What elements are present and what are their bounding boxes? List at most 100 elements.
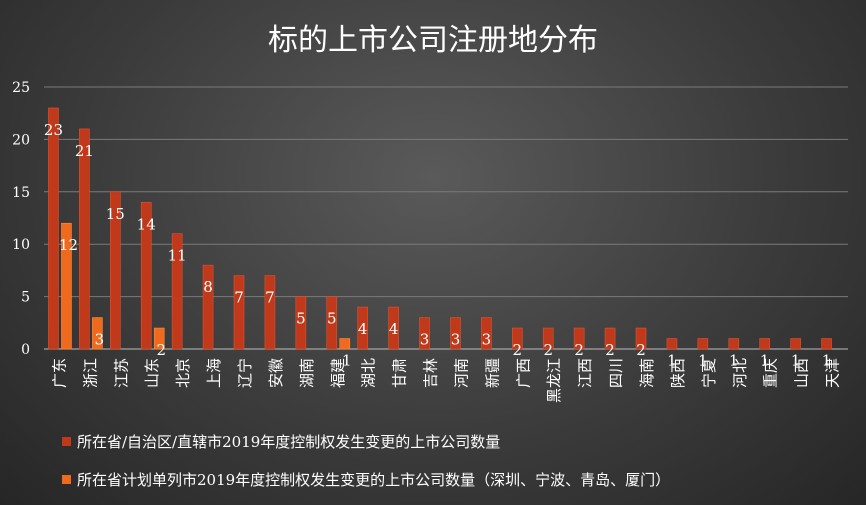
data-label-series1: 2 (574, 341, 584, 359)
data-label-series1: 7 (265, 289, 275, 307)
data-label-series1: 3 (420, 331, 430, 349)
bar-series1-江西 (573, 327, 585, 350)
bar-series1-福建 (326, 296, 338, 350)
data-label-series1: 3 (451, 331, 461, 349)
bar-series1-安徽 (264, 275, 276, 350)
data-label-series1: 2 (513, 341, 523, 359)
data-label-series1: 4 (358, 320, 368, 338)
bar-series2-山东 (153, 327, 165, 350)
chart-title: 标的上市公司注册地分布 (268, 23, 598, 58)
bar-series1-河南 (450, 317, 461, 350)
x-tick-label: 广西 (514, 358, 532, 388)
bar-series1-北京 (171, 233, 183, 350)
x-tick-label: 甘肃 (391, 358, 409, 388)
x-tick-label: 浙江 (81, 358, 99, 388)
x-tick-label: 北京 (174, 358, 192, 388)
data-label-series1: 1 (760, 352, 770, 370)
bar-series1-辽宁 (233, 275, 245, 350)
bar-series1-宁夏 (697, 338, 709, 350)
x-tick-label: 新疆 (483, 358, 501, 388)
y-tick-label: 25 (12, 80, 30, 96)
data-label-series1: 1 (729, 352, 739, 370)
data-label-series1: 1 (791, 352, 801, 370)
bar-series2-福建 (339, 338, 351, 350)
data-label-series1: 8 (203, 278, 213, 296)
x-tick-label: 安徽 (267, 358, 285, 388)
data-label-series1: 1 (667, 352, 677, 370)
legend-item-2: 所在省计划单列市2019年度控制权发生变更的上市公司数量（深圳、宁波、青岛、厦门… (62, 469, 862, 490)
bar-series1-广东 (48, 107, 59, 350)
y-tick-label: 5 (21, 290, 30, 306)
data-label-series1: 4 (389, 320, 399, 338)
y-tick-label: 15 (12, 185, 30, 201)
bar-series2-广东 (61, 222, 72, 350)
bar-series1-吉林 (419, 317, 430, 350)
y-tick-label: 0 (21, 342, 30, 358)
bar-series1-山东 (140, 201, 152, 350)
data-label-series1: 21 (75, 142, 94, 160)
x-tick-label: 海南 (638, 358, 656, 388)
x-axis: 广东 浙江 江苏 山东 北京 上海 辽宁 安徽 湖南 福建 湖北 甘肃 吉林 河南 新疆 广西 黑龙江 江西 四川海… (50, 358, 841, 403)
bar-series1-江苏 (110, 191, 121, 350)
x-tick-label: 福建 (329, 358, 347, 388)
x-tick-label: 山东 (143, 358, 161, 388)
y-tick-label: 20 (12, 132, 30, 148)
data-label-series2: 12 (59, 236, 78, 254)
legend-swatch-2 (62, 475, 71, 484)
legend-swatch-1 (62, 437, 71, 446)
data-label-series1: 2 (543, 341, 553, 359)
x-tick-label: 河南 (452, 358, 470, 388)
bar-series1-甘肃 (388, 306, 399, 350)
bar-series1-陕西 (666, 338, 678, 350)
x-tick-label: 湖北 (360, 358, 378, 388)
x-tick-label: 四川 (607, 358, 625, 388)
data-label-series1: 15 (106, 205, 125, 223)
data-label-series1: 5 (327, 310, 337, 328)
x-tick-label: 江西 (576, 358, 594, 388)
x-tick-label: 天津 (824, 358, 842, 388)
x-tick-label: 上海 (205, 358, 223, 388)
y-tick-label: 10 (12, 237, 30, 253)
x-tick-label: 陕西 (669, 358, 687, 388)
x-tick-label: 广东 (50, 358, 68, 388)
bar-series1-黑龙江 (542, 327, 554, 350)
bar-series1-重庆 (759, 338, 770, 350)
bar-series1-河北 (728, 338, 740, 350)
bar-series1-湖南 (295, 296, 307, 350)
bar-series1-上海 (202, 264, 214, 350)
data-label-series1: 1 (698, 352, 708, 370)
x-tick-label: 辽宁 (236, 358, 254, 388)
x-tick-label: 黑龙江 (545, 358, 563, 403)
bar-series1-海南 (635, 327, 647, 350)
x-tick-label: 湖南 (298, 358, 316, 388)
bar-series2-浙江 (92, 317, 103, 350)
x-tick-label: 江苏 (112, 358, 130, 388)
data-label-series1: 11 (168, 247, 187, 265)
data-label-series1: 23 (44, 121, 63, 139)
data-label-series1: 5 (296, 310, 306, 328)
legend-label-1: 所在省/自治区/直辖市2019年度控制权发生变更的上市公司数量 (77, 433, 501, 451)
data-label-series2: 3 (95, 331, 105, 349)
x-tick-label: 山西 (793, 358, 811, 388)
data-label-series2: 1 (342, 352, 352, 370)
data-label-series1: 2 (605, 341, 615, 359)
legend-label-2: 所在省计划单列市2019年度控制权发生变更的上市公司数量（深圳、宁波、青岛、厦门… (77, 471, 671, 489)
bars (48, 107, 832, 350)
x-tick-label: 吉林 (422, 358, 440, 388)
bar-series1-新疆 (481, 317, 492, 350)
bar-series1-广西 (512, 327, 523, 350)
y-axis: 0 5 10 15 20 25 (12, 80, 30, 358)
data-label-series1: 14 (137, 215, 156, 233)
data-label-series1: 3 (482, 331, 492, 349)
legend-item-1: 所在省/自治区/直辖市2019年度控制权发生变更的上市公司数量 (62, 431, 862, 452)
data-label-series1: 2 (636, 341, 646, 359)
x-tick-label: 重庆 (762, 358, 780, 388)
x-tick-label: 河北 (731, 358, 749, 388)
bar-series1-浙江 (79, 128, 90, 350)
bar-series1-湖北 (357, 306, 368, 350)
bar-series1-四川 (604, 327, 616, 350)
gridlines (44, 86, 848, 350)
data-label-series1: 1 (822, 352, 832, 370)
